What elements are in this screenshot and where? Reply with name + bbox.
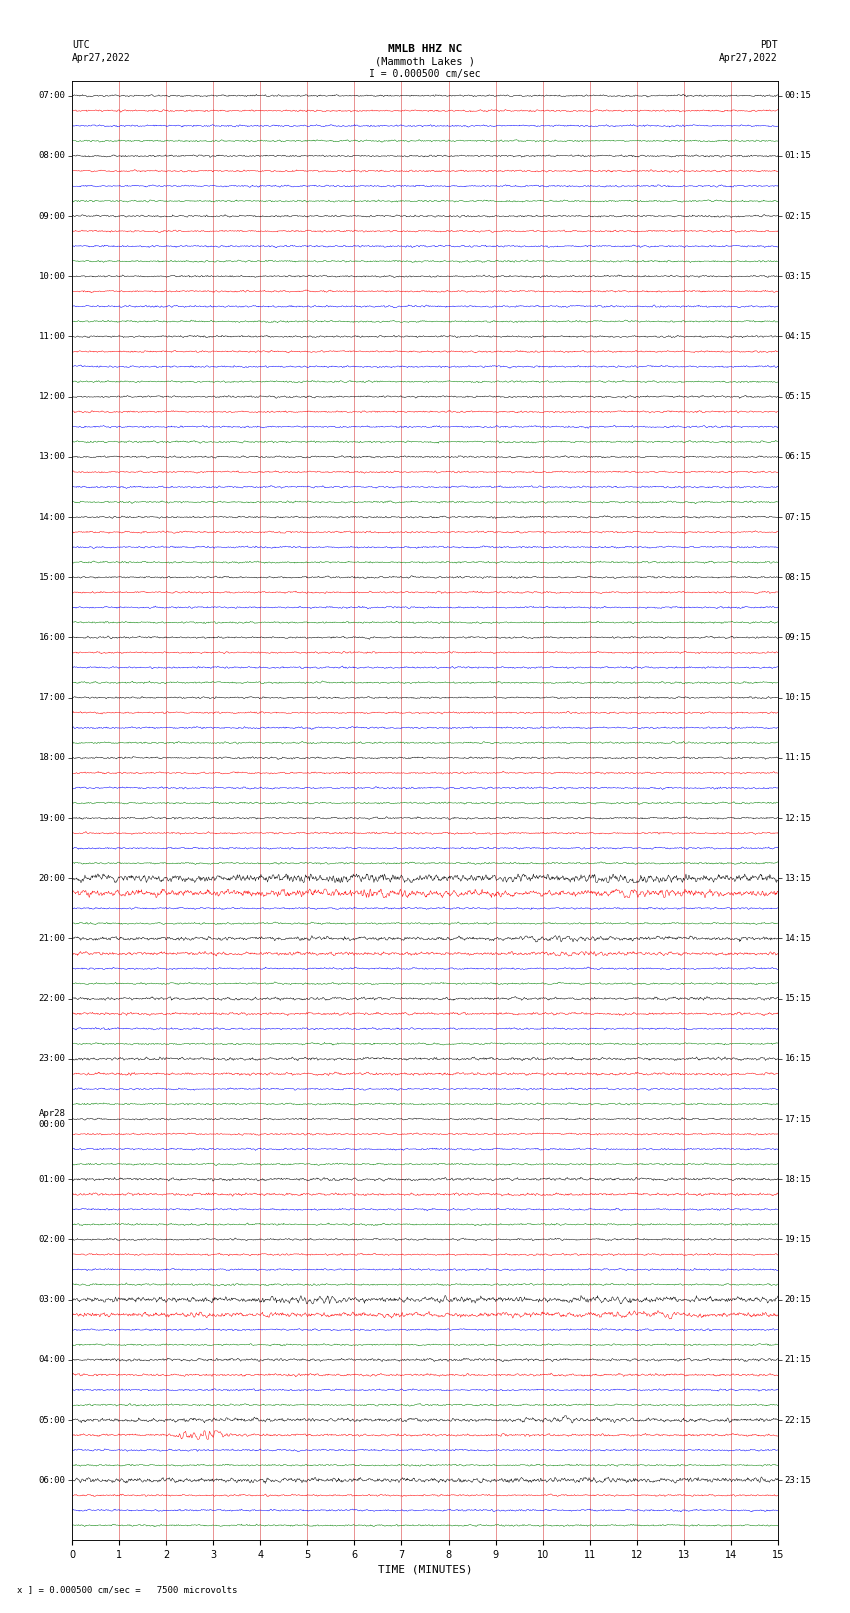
Text: Apr27,2022: Apr27,2022 [72,53,131,63]
Text: I = 0.000500 cm/sec: I = 0.000500 cm/sec [369,69,481,79]
Text: UTC: UTC [72,40,90,50]
Text: MMLB HHZ NC: MMLB HHZ NC [388,44,462,53]
Text: Apr27,2022: Apr27,2022 [719,53,778,63]
Text: x ] = 0.000500 cm/sec =   7500 microvolts: x ] = 0.000500 cm/sec = 7500 microvolts [17,1584,237,1594]
X-axis label: TIME (MINUTES): TIME (MINUTES) [377,1565,473,1574]
Text: PDT: PDT [760,40,778,50]
Text: (Mammoth Lakes ): (Mammoth Lakes ) [375,56,475,66]
